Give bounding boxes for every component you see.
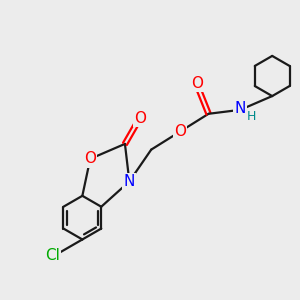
Text: H: H (247, 110, 256, 123)
Text: O: O (134, 111, 146, 126)
Text: O: O (191, 76, 203, 91)
Text: N: N (235, 101, 246, 116)
Text: O: O (174, 124, 186, 139)
Text: N: N (124, 174, 135, 189)
Text: Cl: Cl (45, 248, 60, 263)
Text: O: O (84, 151, 96, 166)
